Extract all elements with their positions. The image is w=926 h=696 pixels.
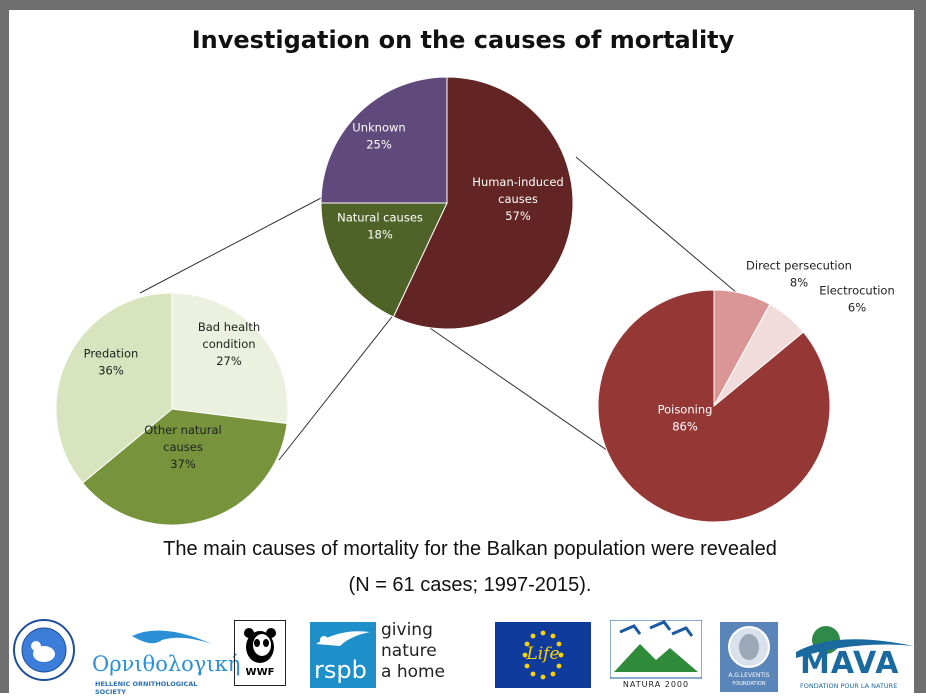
pie-slice-predation	[55, 292, 173, 484]
pie-slice-other-natural-causes	[81, 408, 288, 526]
sponsor-logos: Ορνιθολογική HELLENIC ORNITHOLOGICAL SOC…	[0, 612, 926, 696]
rspb-tagline: giving nature a home	[381, 620, 461, 683]
wwf-text: WWF	[245, 667, 275, 678]
window-frame-right	[914, 0, 926, 693]
connector-line	[139, 197, 322, 294]
slice-label-human-induced-causes: Human-induced causes 57%	[472, 175, 563, 223]
leventis-text: A.G.LEVENTIS	[728, 672, 770, 679]
slice-label-predation: Predation 36%	[84, 347, 139, 378]
eu-life-logo: Life	[495, 622, 591, 688]
hos-text: HELLENIC ORNITHOLOGICAL SOCIETY	[95, 680, 198, 696]
rspb-tagline-2: nature	[381, 641, 437, 661]
caption-line-1: The main causes of mortality for the Bal…	[163, 538, 777, 560]
natura-text: NATURA 2000	[622, 680, 690, 689]
slice-label-direct-persecution: Direct persecution 8%	[746, 259, 852, 290]
caption-line-2: (N = 61 cases; 1997-2015).	[348, 574, 592, 596]
rspb-text: rspb	[314, 656, 367, 684]
pie-slice-bad-health-condition	[171, 292, 289, 425]
hellenic-ornithological-society-logo: Ορνιθολογική HELLENIC ORNITHOLOGICAL SOC…	[92, 622, 240, 696]
leventis-sub-text: FOUNDATION	[732, 681, 766, 687]
pie-slice-unknown	[320, 76, 448, 204]
wwf-logo: WWF	[234, 620, 286, 686]
slice-label-bad-health-condition: Bad health condition 27%	[198, 320, 260, 368]
pie-natural-causes: Bad health condition 27% Other natural cause…	[55, 292, 289, 526]
pie-main-causes: Human-induced causes 57% Natural causes 18% U…	[320, 76, 574, 330]
slice-label-unknown: Unknown 25%	[352, 121, 405, 152]
slide-title: Investigation on the causes of mortality	[191, 26, 735, 54]
connector-line	[575, 156, 738, 294]
pie-slice-poisoning	[597, 289, 831, 523]
ornithologiki-text: Ορνιθολογική	[92, 652, 241, 676]
pie-slice-human-induced-causes	[392, 76, 574, 330]
slice-label-electrocution: Electrocution 6%	[819, 284, 895, 315]
rspb-tagline-3: a home	[381, 662, 446, 682]
slice-label-natural-causes: Natural causes 18%	[337, 211, 423, 242]
window-frame-top	[0, 0, 926, 10]
rspb-tagline-1: giving	[381, 620, 433, 640]
mava-text: MAVA	[800, 646, 900, 681]
mava-logo: MAVA FONDATION POUR LA NATURE	[796, 620, 914, 692]
natura-2000-logo: NATURA 2000	[610, 620, 702, 692]
mava-sub-text: FONDATION POUR LA NATURE	[800, 682, 898, 690]
connector-line	[397, 305, 641, 474]
rspb-logo: rspb	[310, 622, 376, 688]
pie-slice-natural-causes	[320, 202, 448, 318]
connector-lines	[139, 156, 738, 474]
life-text: Life	[526, 644, 560, 664]
leventis-foundation-logo: A.G.LEVENTIS FOUNDATION	[720, 622, 778, 692]
connector-line	[278, 312, 396, 461]
slice-label-other-natural-causes: Other natural causes 37%	[144, 423, 221, 471]
slice-label-poisoning: Poisoning 86%	[658, 403, 713, 434]
society-seal-logo	[12, 618, 76, 686]
pie-human-causes: Direct persecution 8%Electrocution 6% Poiso…	[597, 259, 895, 523]
window-frame-left	[0, 0, 9, 693]
